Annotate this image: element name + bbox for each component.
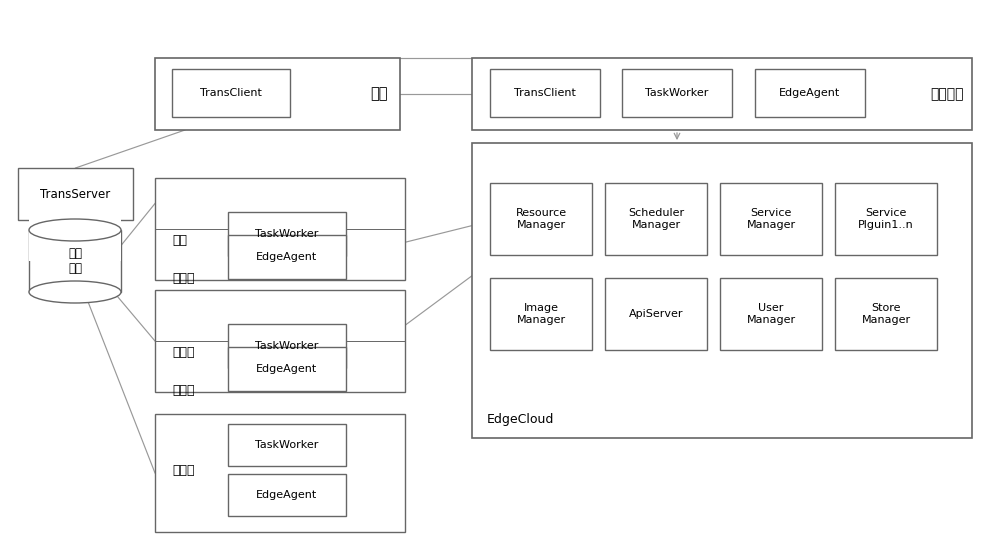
- Bar: [835, 183, 937, 255]
- Text: ApiServer: ApiServer: [629, 309, 683, 319]
- Text: TaskWorker: TaskWorker: [645, 88, 709, 98]
- Text: TransClient: TransClient: [200, 88, 262, 98]
- Text: EdgeCloud: EdgeCloud: [487, 413, 554, 426]
- Text: 物理机: 物理机: [172, 383, 194, 397]
- Bar: [490, 69, 600, 117]
- Text: 容器: 容器: [172, 234, 187, 246]
- Text: TaskWorker: TaskWorker: [255, 440, 319, 450]
- Text: 虚拟机: 虚拟机: [172, 345, 194, 359]
- Text: TaskWorker: TaskWorker: [255, 341, 319, 351]
- Text: 用户: 用户: [370, 86, 388, 102]
- Bar: [490, 278, 592, 350]
- Bar: [155, 290, 405, 392]
- Bar: [228, 212, 346, 256]
- Bar: [605, 278, 707, 350]
- Text: EdgeAgent: EdgeAgent: [256, 252, 318, 262]
- Text: Store
Manager: Store Manager: [861, 303, 911, 325]
- Bar: [29, 230, 121, 292]
- Bar: [155, 58, 400, 130]
- Bar: [228, 474, 346, 516]
- Text: EdgeAgent: EdgeAgent: [256, 364, 318, 374]
- Bar: [18, 168, 133, 220]
- Bar: [228, 424, 346, 466]
- Text: User
Manager: User Manager: [746, 303, 796, 325]
- Bar: [605, 183, 707, 255]
- Bar: [835, 278, 937, 350]
- Bar: [622, 69, 732, 117]
- Text: EdgeAgent: EdgeAgent: [779, 88, 841, 98]
- Bar: [29, 219, 121, 261]
- Bar: [155, 178, 405, 280]
- Text: Image
Manager: Image Manager: [516, 303, 566, 325]
- Bar: [720, 183, 822, 255]
- Ellipse shape: [29, 281, 121, 303]
- Bar: [228, 324, 346, 368]
- Bar: [228, 235, 346, 279]
- Text: TransServer: TransServer: [40, 188, 111, 201]
- Bar: [755, 69, 865, 117]
- Text: 第三方云: 第三方云: [930, 87, 964, 101]
- Bar: [172, 69, 290, 117]
- Bar: [155, 414, 405, 532]
- Ellipse shape: [29, 219, 121, 241]
- Text: Service
Plguin1..n: Service Plguin1..n: [858, 208, 914, 230]
- Text: Resource
Manager: Resource Manager: [515, 208, 567, 230]
- Bar: [472, 58, 972, 130]
- Bar: [490, 183, 592, 255]
- Text: EdgeAgent: EdgeAgent: [256, 490, 318, 500]
- Bar: [228, 347, 346, 391]
- Text: 存储
空间: 存储 空间: [68, 247, 82, 275]
- Bar: [472, 143, 972, 438]
- Text: TaskWorker: TaskWorker: [255, 229, 319, 239]
- Text: Service
Manager: Service Manager: [746, 208, 796, 230]
- Text: 物理机: 物理机: [172, 272, 194, 284]
- Text: Scheduler
Manager: Scheduler Manager: [628, 208, 684, 230]
- Text: TransClient: TransClient: [514, 88, 576, 98]
- Bar: [720, 278, 822, 350]
- Text: 物理机: 物理机: [172, 464, 194, 476]
